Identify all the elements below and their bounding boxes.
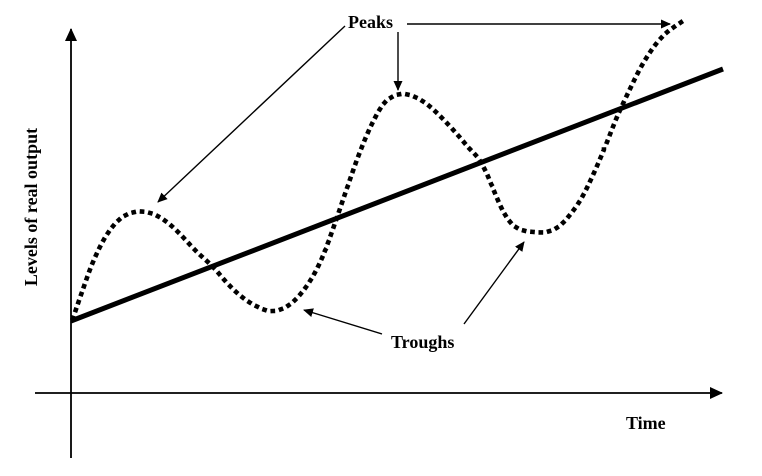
annotation-arrow-troughs: [463, 241, 525, 325]
annotation-arrows: [157, 19, 671, 335]
x-axis-label: Time: [626, 413, 666, 433]
peaks-label: Peaks: [348, 12, 393, 32]
trend-line: [70, 66, 724, 324]
business-cycle-curve: [70, 17, 687, 321]
annotation-arrow-peaks: [157, 25, 346, 203]
troughs-label: Troughs: [391, 332, 454, 352]
annotation-arrow-troughs: [303, 308, 383, 335]
y-axis-label: Levels of real output: [21, 128, 41, 286]
